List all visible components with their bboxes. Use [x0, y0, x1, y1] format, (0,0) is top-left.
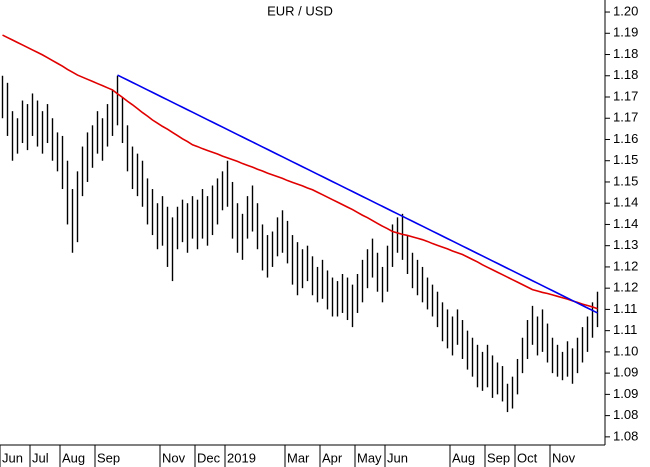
x-tick-label: May — [357, 450, 382, 465]
x-tick-label: Jun — [2, 450, 23, 465]
y-tick-label: 1.09 — [613, 386, 638, 401]
y-tick-label: 1.19 — [613, 25, 638, 40]
x-tick-label: 2019 — [227, 450, 256, 465]
x-tick-label: Aug — [452, 450, 475, 465]
y-tick-label: 1.18 — [613, 67, 638, 82]
y-tick-label: 1.08 — [613, 407, 638, 422]
x-tick-label: Dec — [197, 450, 221, 465]
y-tick-label: 1.20 — [613, 3, 638, 18]
x-tick-label: Mar — [287, 450, 310, 465]
y-tick-label: 1.16 — [613, 131, 638, 146]
x-tick-label: Sep — [97, 450, 120, 465]
y-tick-label: 1.08 — [613, 428, 638, 443]
y-tick-label: 1.11 — [613, 322, 637, 337]
chart-title: EUR / USD — [267, 3, 333, 18]
y-tick-label: 1.09 — [613, 365, 638, 380]
y-tick-label: 1.11 — [613, 301, 637, 316]
y-tick-label: 1.13 — [613, 237, 638, 252]
x-tick-label: Aug — [62, 450, 85, 465]
y-tick-label: 1.15 — [613, 173, 638, 188]
x-tick-label: Jul — [32, 450, 49, 465]
moving-average — [2, 34, 598, 310]
x-tick-label: Oct — [517, 450, 538, 465]
y-tick-label: 1.14 — [613, 216, 638, 231]
y-tick-label: 1.15 — [613, 152, 638, 167]
y-tick-label: 1.17 — [613, 110, 638, 125]
y-tick-label: 1.12 — [613, 280, 638, 295]
y-tick-label: 1.14 — [613, 195, 638, 210]
x-tick-label: Nov — [162, 450, 186, 465]
trend-line — [117, 74, 598, 314]
y-tick-label: 1.12 — [613, 258, 638, 273]
x-tick-label: Jun — [387, 450, 408, 465]
x-tick-label: Apr — [322, 450, 343, 465]
y-tick-label: 1.17 — [613, 88, 638, 103]
y-tick-label: 1.10 — [613, 343, 638, 358]
x-tick-label: Nov — [552, 450, 576, 465]
x-tick-label: Sep — [487, 450, 510, 465]
y-tick-label: 1.18 — [613, 46, 638, 61]
